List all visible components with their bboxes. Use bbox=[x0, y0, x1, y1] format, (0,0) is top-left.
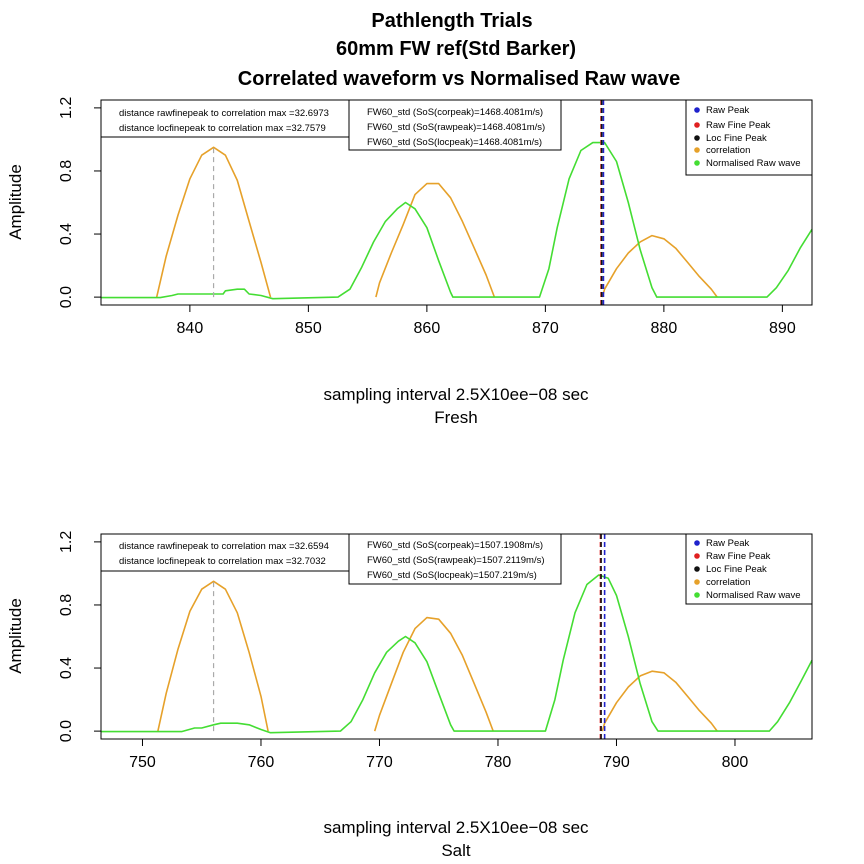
legend-correlation-label: correlation bbox=[706, 577, 750, 588]
y-axis-label: Amplitude bbox=[6, 598, 25, 674]
sos-note-line-3: FW60_std (SoS(locpeak)=1507.219m/s) bbox=[367, 570, 537, 581]
x-tick-label: 850 bbox=[295, 320, 322, 337]
x-tick-label: 800 bbox=[722, 754, 749, 771]
distance-note-line-2: distance locfinepeak to correlation max … bbox=[119, 556, 326, 567]
correlation-series-line-1 bbox=[373, 616, 494, 732]
legend-normalised-raw-marker bbox=[694, 592, 700, 598]
normalised-raw-series-line-3 bbox=[101, 141, 813, 300]
sos-note-box bbox=[348, 99, 562, 151]
correlation-series-line-0 bbox=[155, 146, 272, 298]
distance-note-line-2: distance locfinepeak to correlation max … bbox=[119, 123, 326, 134]
x-tick-label: 790 bbox=[603, 754, 630, 771]
x-tick-label: 770 bbox=[366, 754, 393, 771]
y-tick-label: 0.4 bbox=[58, 223, 75, 245]
x-tick-label: 890 bbox=[769, 320, 796, 337]
y-tick-label: 0.4 bbox=[58, 657, 75, 679]
legend-raw-peak-marker bbox=[694, 107, 700, 113]
x-tick-label: 870 bbox=[532, 320, 559, 337]
legend-raw-fine-peak-marker bbox=[694, 122, 700, 128]
y-tick-label: 0.8 bbox=[58, 594, 75, 616]
x-tick-label: 750 bbox=[129, 754, 156, 771]
legend-loc-fine-peak-marker bbox=[694, 566, 700, 572]
y-axis-label: Amplitude bbox=[6, 164, 25, 240]
legend-loc-fine-peak-label: Loc Fine Peak bbox=[706, 564, 767, 575]
legend-raw-peak-marker bbox=[694, 540, 700, 546]
correlation-series-line-2 bbox=[601, 670, 718, 732]
distance-note-box bbox=[100, 533, 353, 572]
legend-normalised-raw-label: Normalised Raw wave bbox=[706, 590, 801, 601]
panel-fresh: 840 850 860 870 880 890 0.0 0.4 0.8 1.2 Amplitude… bbox=[6, 97, 813, 427]
sos-note-line-1: FW60_std (SoS(corpeak)=1507.1908m/s) bbox=[367, 540, 543, 551]
panel-fresh-axes: 840 850 860 870 880 890 0.0 0.4 0.8 1.2 bbox=[58, 97, 796, 337]
legend-raw-fine-peak-marker bbox=[694, 553, 700, 559]
panel-salt: 750 760 770 780 790 800 0.0 0.4 0.8 1.2 Amplitude… bbox=[6, 531, 813, 860]
sos-note-line-2: FW60_std (SoS(rawpeak)=1507.2119m/s) bbox=[367, 555, 545, 566]
distance-note-line-1: distance rawfinepeak to correlation max … bbox=[119, 541, 329, 552]
legend-box bbox=[685, 99, 813, 176]
panel-subtitle: Fresh bbox=[434, 408, 477, 427]
legend-raw-fine-peak-label: Raw Fine Peak bbox=[706, 120, 771, 131]
correlation-series-line-1 bbox=[375, 182, 496, 298]
title-line-3: Correlated waveform vs Normalised Raw wa… bbox=[238, 68, 680, 90]
y-tick-label: 1.2 bbox=[58, 531, 75, 553]
panel-salt-axes: 750 760 770 780 790 800 0.0 0.4 0.8 1.2 bbox=[58, 531, 748, 771]
distance-note-line-1: distance rawfinepeak to correlation max … bbox=[119, 108, 329, 119]
legend-loc-fine-peak-label: Loc Fine Peak bbox=[706, 133, 767, 144]
x-tick-label: 880 bbox=[651, 320, 678, 337]
y-tick-label: 1.2 bbox=[58, 97, 75, 119]
normalised-raw-series-line-3 bbox=[101, 574, 813, 734]
correlation-series-line-2 bbox=[601, 234, 718, 298]
panel-fresh-marks bbox=[101, 100, 813, 305]
x-axis-label: sampling interval 2.5X10ee−08 sec bbox=[323, 385, 589, 404]
legend-normalised-raw-marker bbox=[694, 160, 700, 166]
x-tick-label: 840 bbox=[177, 320, 204, 337]
legend-raw-peak-label: Raw Peak bbox=[706, 538, 750, 549]
panel-subtitle: Salt bbox=[441, 841, 471, 860]
sos-note-line-2: FW60_std (SoS(rawpeak)=1468.4081m/s) bbox=[367, 122, 545, 133]
title-line-2: 60mm FW ref(Std Barker) bbox=[336, 38, 576, 60]
x-axis-label: sampling interval 2.5X10ee−08 sec bbox=[323, 818, 589, 837]
legend-raw-peak-label: Raw Peak bbox=[706, 105, 750, 116]
x-tick-label: 780 bbox=[485, 754, 512, 771]
correlation-series-line-0 bbox=[157, 580, 269, 732]
sos-note-box bbox=[348, 533, 562, 585]
x-tick-label: 860 bbox=[414, 320, 441, 337]
legend-loc-fine-peak-marker bbox=[694, 135, 700, 141]
legend-correlation-marker bbox=[694, 147, 700, 153]
legend-box bbox=[685, 533, 813, 605]
sos-note-line-1: FW60_std (SoS(corpeak)=1468.4081m/s) bbox=[367, 107, 543, 118]
y-tick-label: 0.0 bbox=[58, 720, 75, 742]
y-tick-label: 0.0 bbox=[58, 286, 75, 308]
legend-normalised-raw-label: Normalised Raw wave bbox=[706, 158, 801, 169]
sos-note-line-3: FW60_std (SoS(locpeak)=1468.4081m/s) bbox=[367, 137, 542, 148]
legend-correlation-marker bbox=[694, 579, 700, 585]
title-line-1: Pathlength Trials bbox=[371, 10, 532, 32]
panel-salt-marks bbox=[101, 534, 813, 739]
legend-correlation-label: correlation bbox=[706, 145, 750, 156]
x-tick-label: 760 bbox=[248, 754, 275, 771]
legend-raw-fine-peak-label: Raw Fine Peak bbox=[706, 551, 771, 562]
y-tick-label: 0.8 bbox=[58, 160, 75, 182]
